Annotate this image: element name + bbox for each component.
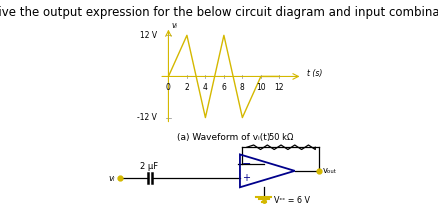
- Text: vₒᵤₜ: vₒᵤₜ: [322, 166, 336, 175]
- Text: −: −: [241, 159, 250, 169]
- Text: 10: 10: [255, 83, 265, 92]
- Text: t (s): t (s): [306, 69, 321, 78]
- Text: (a) Waveform of vᵢ(t): (a) Waveform of vᵢ(t): [177, 133, 270, 142]
- Text: vᵢ: vᵢ: [171, 21, 177, 30]
- Text: +: +: [242, 173, 250, 183]
- Text: 2 μF: 2 μF: [140, 162, 158, 171]
- Text: 2: 2: [184, 83, 189, 92]
- Text: 12: 12: [274, 83, 283, 92]
- Text: 50 kΩ: 50 kΩ: [268, 133, 293, 142]
- Text: Derive the output expression for the below circuit diagram and input combination: Derive the output expression for the bel…: [0, 6, 438, 19]
- Text: 0: 0: [166, 83, 170, 92]
- Text: Vᶜᶜ = 6 V: Vᶜᶜ = 6 V: [273, 196, 309, 205]
- Text: 8: 8: [240, 83, 244, 92]
- Text: 4: 4: [202, 83, 207, 92]
- Text: vᵢ: vᵢ: [108, 174, 115, 183]
- Text: 12 V: 12 V: [140, 31, 157, 40]
- Text: 6: 6: [221, 83, 226, 92]
- Text: -12 V: -12 V: [137, 113, 157, 122]
